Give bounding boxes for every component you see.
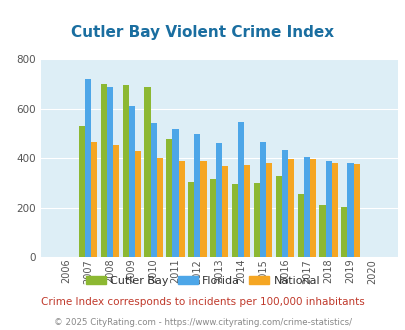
Bar [113, 145, 119, 257]
Bar [309, 159, 315, 257]
Bar [144, 87, 150, 257]
Bar [178, 161, 184, 257]
Bar [253, 183, 259, 257]
Bar [107, 87, 113, 257]
Bar [79, 126, 85, 257]
Bar [237, 122, 243, 257]
Bar [222, 166, 228, 257]
Bar [200, 161, 206, 257]
Bar [188, 182, 194, 257]
Bar [275, 176, 281, 257]
Bar [209, 180, 215, 257]
Bar [85, 79, 91, 257]
Bar [353, 164, 359, 257]
Bar [91, 142, 97, 257]
Text: © 2025 CityRating.com - https://www.cityrating.com/crime-statistics/: © 2025 CityRating.com - https://www.city… [54, 318, 351, 327]
Bar [172, 129, 178, 257]
Bar [319, 205, 325, 257]
Legend: Cutler Bay, Florida, National: Cutler Bay, Florida, National [81, 271, 324, 290]
Bar [281, 150, 287, 257]
Bar [297, 194, 303, 257]
Bar [259, 142, 265, 257]
Bar [231, 184, 237, 257]
Bar [243, 165, 250, 257]
Bar [287, 159, 293, 257]
Bar [331, 163, 337, 257]
Bar [134, 151, 141, 257]
Bar [128, 106, 134, 257]
Bar [215, 143, 222, 257]
Text: Cutler Bay Violent Crime Index: Cutler Bay Violent Crime Index [71, 25, 334, 40]
Bar [347, 163, 353, 257]
Bar [150, 122, 156, 257]
Text: Crime Index corresponds to incidents per 100,000 inhabitants: Crime Index corresponds to incidents per… [41, 297, 364, 307]
Bar [194, 134, 200, 257]
Bar [265, 163, 271, 257]
Bar [303, 157, 309, 257]
Bar [325, 161, 331, 257]
Bar [166, 139, 172, 257]
Bar [100, 84, 107, 257]
Bar [341, 207, 347, 257]
Bar [156, 158, 162, 257]
Bar [122, 85, 128, 257]
